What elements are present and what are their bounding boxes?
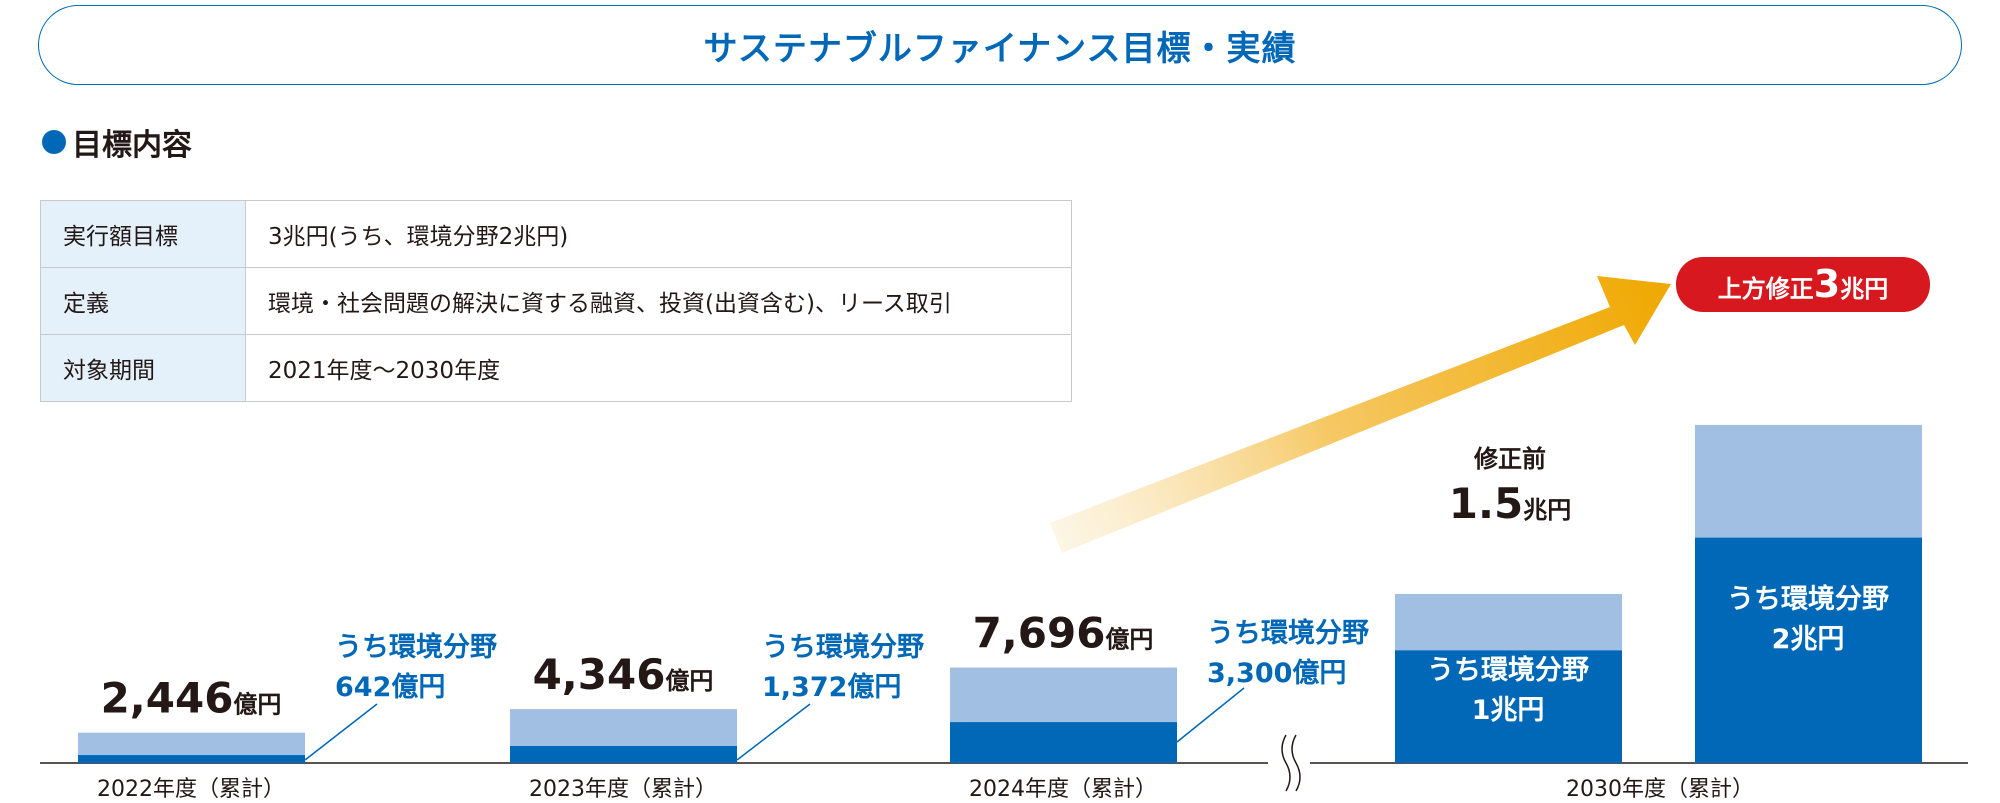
category-label: 2030年度（累計） bbox=[1566, 777, 1754, 802]
category-label: 2022年度（累計） bbox=[97, 777, 285, 802]
bar-total-segment bbox=[510, 709, 737, 746]
env-inside-label: うち環境分野 bbox=[1727, 584, 1889, 615]
chart-title: サステナブルファイナンス目標・実績 bbox=[703, 28, 1297, 69]
target-table: 実行額目標 3兆円(うち、環境分野2兆円) 定義 環境・社会問題の解決に資する融… bbox=[40, 200, 1072, 402]
env-inside-value: 1兆円 bbox=[1472, 695, 1545, 726]
title-box: サステナブルファイナンス目標・実績 bbox=[38, 5, 1962, 85]
env-callout-label: うち環境分野 bbox=[335, 632, 497, 663]
table-row-value: 2021年度〜2030年度 bbox=[245, 334, 1072, 402]
table-row: 対象期間 2021年度〜2030年度 bbox=[40, 334, 1072, 402]
table-row-label: 実行額目標 bbox=[40, 200, 246, 268]
upward-revision-badge-text: 上方修正3兆円 bbox=[1718, 262, 1888, 306]
env-inside-label: うち環境分野 bbox=[1427, 655, 1589, 686]
bar-env-segment bbox=[1395, 650, 1622, 763]
bar-env-segment bbox=[950, 722, 1177, 763]
env-callout-value: 1,372億円 bbox=[762, 672, 901, 703]
callout-leader-line bbox=[1176, 687, 1245, 743]
env-inside-value: 2兆円 bbox=[1772, 624, 1845, 655]
section-heading: 目標内容 bbox=[42, 120, 192, 164]
bullet-dot-icon bbox=[42, 130, 66, 154]
category-label: 2023年度（累計） bbox=[529, 777, 717, 802]
table-row-label: 対象期間 bbox=[40, 334, 246, 402]
table-row: 実行額目標 3兆円(うち、環境分野2兆円) bbox=[40, 200, 1072, 268]
bar-total-segment bbox=[78, 732, 305, 756]
total-value-label: 4,346億円 bbox=[533, 650, 714, 699]
env-callout-label: うち環境分野 bbox=[1207, 618, 1369, 649]
category-label: 2024年度（累計） bbox=[969, 777, 1157, 802]
upward-revision-badge bbox=[1676, 257, 1930, 312]
bar-env-segment bbox=[78, 755, 305, 763]
axis-break-icon bbox=[1281, 734, 1291, 792]
before-revision-label: 修正前 bbox=[1473, 445, 1546, 473]
axis-break-icon bbox=[1291, 734, 1301, 792]
callout-leader-line bbox=[304, 703, 378, 761]
bar-env-segment bbox=[510, 745, 737, 763]
section-heading-text: 目標内容 bbox=[72, 128, 192, 163]
env-callout-value: 3,300億円 bbox=[1207, 658, 1346, 689]
env-callout-label: うち環境分野 bbox=[762, 632, 924, 663]
bar-env-segment bbox=[1695, 537, 1922, 763]
callout-leader-line bbox=[736, 703, 811, 761]
total-value-label: 2,446億円 bbox=[101, 674, 282, 723]
bar-total-segment bbox=[950, 667, 1177, 723]
bar-total-segment bbox=[1395, 593, 1622, 651]
upward-revision-arrow-icon bbox=[1050, 276, 1671, 553]
total-value-label: 1.5兆円 bbox=[1449, 479, 1571, 528]
table-row-value: 環境・社会問題の解決に資する融資、投資(出資含む)、リース取引 bbox=[245, 267, 1072, 335]
table-row-label: 定義 bbox=[40, 267, 246, 335]
env-callout-value: 642億円 bbox=[335, 672, 445, 703]
table-row: 定義 環境・社会問題の解決に資する融資、投資(出資含む)、リース取引 bbox=[40, 267, 1072, 335]
total-value-label: 7,696億円 bbox=[973, 609, 1154, 658]
bar-total-segment bbox=[1695, 424, 1922, 538]
